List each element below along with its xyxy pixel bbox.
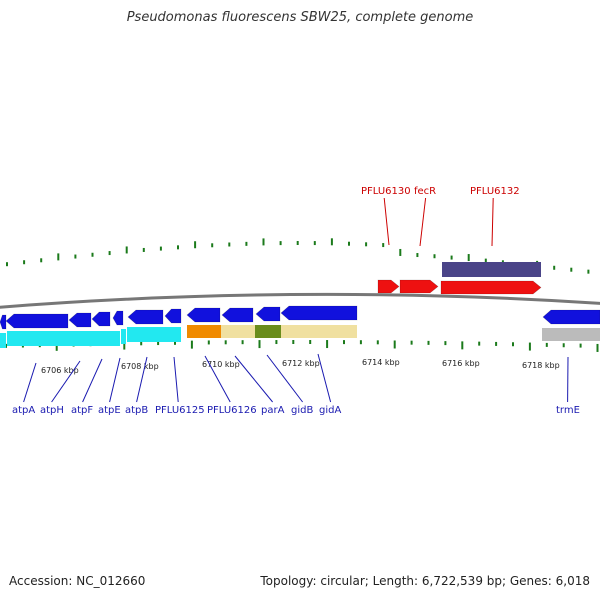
cds-arrow-reverse (5, 313, 69, 329)
leader-line (82, 358, 103, 403)
slate-feature-bar (442, 262, 541, 277)
leader-line (109, 357, 121, 403)
gene-label: atpA (12, 405, 35, 416)
cds-arrow-reverse (164, 308, 182, 324)
leader-line (419, 197, 427, 247)
cds-arrow-forward (377, 279, 400, 294)
gene-labels: atpA atpH atpF atpE atpB PFLU6125 PFLU6126 parA… (12, 186, 580, 416)
leader-line (136, 356, 148, 403)
cds-arrow-reverse (127, 309, 164, 325)
map-title: Pseudomonas fluorescens SBW25, complete … (126, 10, 474, 25)
cds-arrow-reverse (0, 314, 7, 330)
gray-feature-bar (542, 328, 600, 341)
rna-feature-bar (0, 333, 6, 348)
tick-row-upper (6, 238, 590, 274)
leader-line (491, 197, 494, 247)
kbp-label: 6714 kbp (362, 358, 400, 367)
cds-arrow-reverse (186, 307, 221, 323)
accession-text: Accession: NC_012660 (9, 574, 146, 588)
cds-arrow-forward (440, 280, 542, 295)
leader-line (23, 362, 37, 403)
gene-label: PFLU6132 (470, 186, 520, 197)
kbp-scale-labels: 6706 kbp 6708 kbp 6710 kbp 6712 kbp 6714 kbp… (41, 358, 560, 375)
cds-arrow-reverse (542, 309, 600, 325)
gene-label: PFLU6130 (361, 186, 411, 197)
leader-line (204, 355, 231, 403)
cds-arrow-forward (399, 279, 439, 294)
orange-feature-bar (187, 325, 221, 338)
leader-line (317, 353, 332, 403)
kbp-label: 6708 kbp (121, 362, 159, 371)
genome-backbone (0, 292, 600, 309)
gene-label: gidB (291, 405, 313, 416)
gene-label: PFLU6125 (155, 405, 205, 416)
leader-line (234, 355, 273, 403)
gene-label: parA (261, 405, 285, 416)
cds-arrow-reverse (255, 306, 281, 322)
gene-label: PFLU6126 (207, 405, 257, 416)
rna-feature-bar (121, 329, 126, 344)
kbp-label: 6718 kbp (522, 361, 560, 370)
gene-label: atpF (71, 405, 93, 416)
leader-line (383, 197, 390, 246)
kbp-label: 6712 kbp (282, 359, 320, 368)
gene-label: atpE (98, 405, 121, 416)
kbp-label: 6706 kbp (41, 366, 79, 375)
rna-feature-bar (127, 327, 181, 342)
gene-label: fecR (414, 186, 436, 197)
leader-line (266, 354, 303, 403)
gene-label: atpH (40, 405, 64, 416)
cds-arrow-reverse (280, 305, 358, 321)
cds-arrow-reverse (221, 307, 254, 323)
leader-line (173, 356, 179, 403)
leader-line (51, 360, 81, 403)
cds-arrow-reverse (112, 310, 124, 326)
olive-feature-bar (255, 325, 281, 338)
gene-label: trmE (556, 405, 580, 416)
cds-arrow-reverse (91, 311, 111, 327)
genome-stats-text: Topology: circular; Length: 6,722,539 bp… (260, 574, 590, 588)
kbp-label: 6716 kbp (442, 359, 480, 368)
kbp-label: 6710 kbp (202, 360, 240, 369)
feature-tracks (0, 262, 600, 348)
label-leader-lines (23, 197, 569, 403)
rna-feature-bar (7, 331, 120, 346)
gene-label: atpB (125, 405, 148, 416)
cds-arrow-reverse (68, 312, 92, 328)
gene-label: gidA (319, 405, 341, 416)
